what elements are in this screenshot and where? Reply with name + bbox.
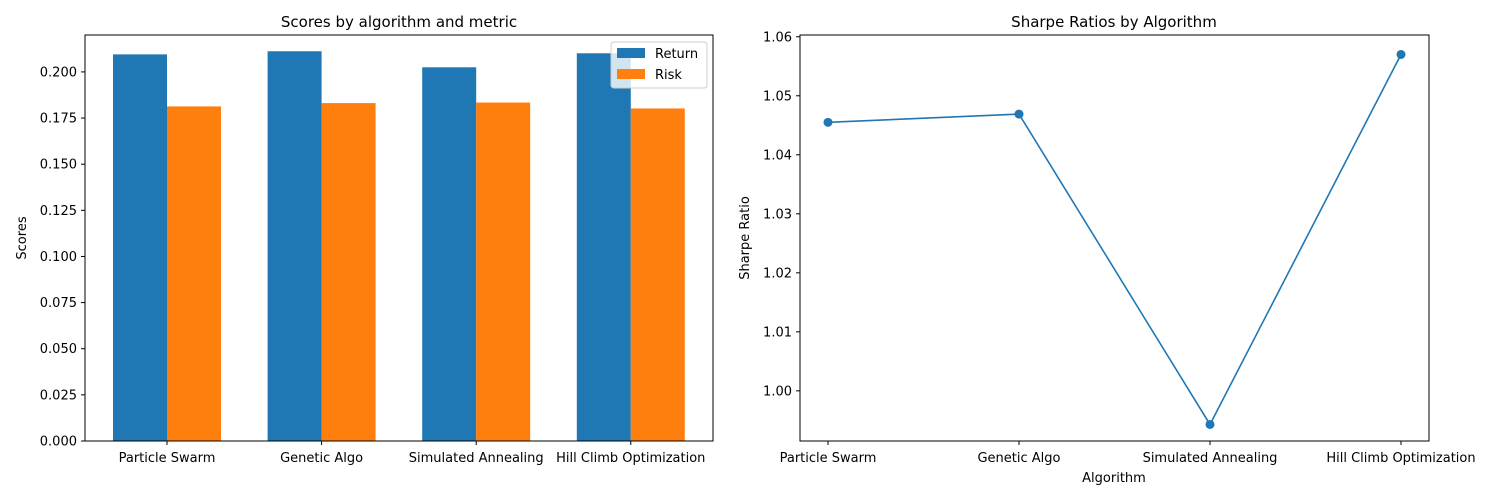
y-tick-label: 0.175 <box>40 112 77 127</box>
x-tick-label: Hill Climb Optimization <box>1326 451 1475 466</box>
line-chart-x-ticks: Particle Swarm Genetic Algo Simulated Anne… <box>780 441 1476 466</box>
sharpe-point-1 <box>1014 109 1024 119</box>
y-tick-label: 1.05 <box>763 89 792 104</box>
x-tick-label: Particle Swarm <box>780 451 877 466</box>
legend-return-label: Return <box>655 47 698 62</box>
x-tick-label: Genetic Algo <box>280 451 363 466</box>
bar-chart-x-ticks: Particle Swarm Genetic Algo Simulated Anne… <box>119 441 705 466</box>
bar-chart-y-axis-label: Scores <box>15 216 30 259</box>
bar-risk-0 <box>167 106 221 441</box>
line-chart: Sharpe Ratios by Algorithm Sharpe Ratio … <box>738 13 1476 486</box>
bar-risk-1 <box>321 103 376 441</box>
sharpe-point-2 <box>1205 419 1215 429</box>
y-tick-label: 1.01 <box>763 325 792 340</box>
y-tick-label: 0.200 <box>40 65 77 80</box>
bar-chart-title: Scores by algorithm and metric <box>281 13 517 31</box>
sharpe-series <box>823 49 1406 429</box>
line-chart-y-ticks: 1.00 1.01 1.02 1.03 1.04 1.05 1.06 <box>763 30 800 399</box>
bar-return-3 <box>576 53 631 442</box>
line-chart-y-axis-label: Sharpe Ratio <box>738 196 753 280</box>
y-tick-label: 0.000 <box>40 435 77 450</box>
y-tick-label: 0.025 <box>40 388 77 403</box>
bar-group <box>113 51 685 442</box>
legend-risk-label: Risk <box>655 68 682 83</box>
x-tick-label: Hill Climb Optimization <box>556 451 705 466</box>
y-tick-label: 0.125 <box>40 204 77 219</box>
line-chart-title: Sharpe Ratios by Algorithm <box>1011 13 1217 31</box>
bar-return-0 <box>113 54 167 442</box>
y-tick-label: 0.150 <box>40 158 77 173</box>
bar-risk-2 <box>476 102 531 441</box>
bar-return-2 <box>422 67 477 441</box>
line-chart-x-axis-label: Algorithm <box>1082 471 1146 486</box>
bar-chart-y-ticks: 0.000 0.025 0.050 0.075 0.100 0.125 0.150 0.175… <box>40 65 85 450</box>
y-tick-label: 1.03 <box>763 207 792 222</box>
bar-return-1 <box>267 51 322 442</box>
y-tick-label: 1.02 <box>763 266 792 281</box>
bar-chart: Scores by algorithm and metric Scores 0.… <box>15 13 714 466</box>
y-tick-label: 0.075 <box>40 296 77 311</box>
legend: Return Risk <box>610 41 708 89</box>
x-tick-label: Genetic Algo <box>977 451 1060 466</box>
y-tick-label: 1.00 <box>763 384 792 399</box>
x-tick-label: Simulated Annealing <box>409 451 544 466</box>
legend-risk-swatch <box>617 69 645 79</box>
y-tick-label: 0.100 <box>40 250 77 265</box>
y-tick-label: 1.06 <box>763 30 792 45</box>
y-tick-label: 0.050 <box>40 342 77 357</box>
sharpe-point-3 <box>1396 49 1406 59</box>
y-tick-label: 1.04 <box>763 148 792 163</box>
bar-risk-3 <box>630 108 685 441</box>
legend-return-swatch <box>617 48 645 58</box>
bar-chart-frame <box>84 34 714 442</box>
x-tick-label: Simulated Annealing <box>1143 451 1278 466</box>
line-chart-frame <box>799 34 1430 442</box>
sharpe-point-0 <box>823 117 833 127</box>
x-tick-label: Particle Swarm <box>119 451 216 466</box>
sharpe-line <box>827 54 1402 427</box>
